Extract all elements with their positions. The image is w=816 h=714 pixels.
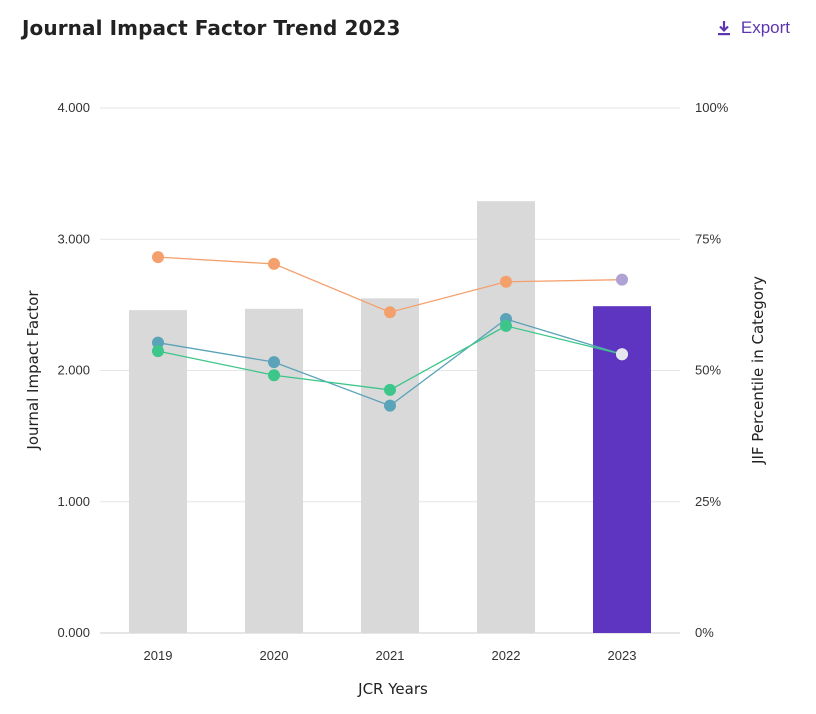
- y2-tick-label: 0%: [695, 625, 714, 640]
- series-point[interactable]: [152, 345, 164, 358]
- series-point[interactable]: [268, 356, 280, 369]
- bar[interactable]: [477, 201, 535, 633]
- bars: [129, 201, 651, 633]
- series-point[interactable]: [500, 319, 512, 332]
- x-tick-label: 2020: [260, 648, 289, 663]
- series-point[interactable]: [268, 369, 280, 382]
- series-point[interactable]: [616, 348, 628, 361]
- y2-tick-label: 25%: [695, 494, 721, 509]
- x-tick-label: 2023: [608, 648, 637, 663]
- chart-title: Journal Impact Factor Trend 2023: [22, 16, 401, 40]
- bar[interactable]: [129, 310, 187, 633]
- x-axis-label: JCR Years: [357, 680, 428, 698]
- x-tick-label: 2022: [492, 648, 521, 663]
- series-point[interactable]: [152, 251, 164, 264]
- series-point[interactable]: [500, 275, 512, 288]
- export-button[interactable]: Export: [717, 18, 790, 38]
- y2-tick-label: 75%: [695, 231, 721, 246]
- y2-tick-label: 100%: [695, 100, 729, 115]
- y-tick-label: 2.000: [57, 363, 90, 378]
- download-icon: [717, 21, 730, 36]
- series-point[interactable]: [384, 383, 396, 396]
- series-point[interactable]: [268, 257, 280, 270]
- y2-axis-label: JIF Percentile in Category: [749, 276, 767, 465]
- export-label: Export: [740, 18, 790, 37]
- series-point[interactable]: [384, 306, 396, 319]
- y-tick-label: 1.000: [57, 494, 90, 509]
- y-tick-label: 3.000: [57, 231, 90, 246]
- bar[interactable]: [593, 306, 651, 633]
- series-point[interactable]: [616, 273, 628, 286]
- x-tick-label: 2021: [376, 648, 405, 663]
- y-axis-label: Journal Impact Factor: [24, 290, 42, 451]
- lines: [152, 251, 628, 412]
- y-tick-label: 0.000: [57, 625, 90, 640]
- x-tick-label: 2019: [144, 648, 173, 663]
- series-point[interactable]: [384, 399, 396, 412]
- y-tick-label: 4.000: [57, 100, 90, 115]
- tick-labels: 0.000 1.000 2.000 3.000 4.000 0% 25% 50% 75% 100%…: [57, 100, 728, 663]
- series-point[interactable]: [152, 336, 164, 349]
- bar[interactable]: [361, 298, 419, 633]
- y2-tick-label: 50%: [695, 363, 721, 378]
